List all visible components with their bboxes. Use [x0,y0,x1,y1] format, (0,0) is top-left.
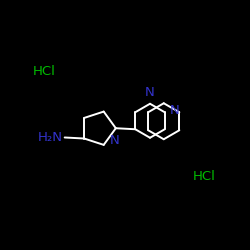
Text: HCl: HCl [32,65,55,78]
Text: N: N [110,134,120,147]
Text: HCl: HCl [192,170,215,183]
Text: H₂N: H₂N [38,131,63,144]
Text: N: N [170,104,179,118]
Text: N: N [145,86,155,99]
